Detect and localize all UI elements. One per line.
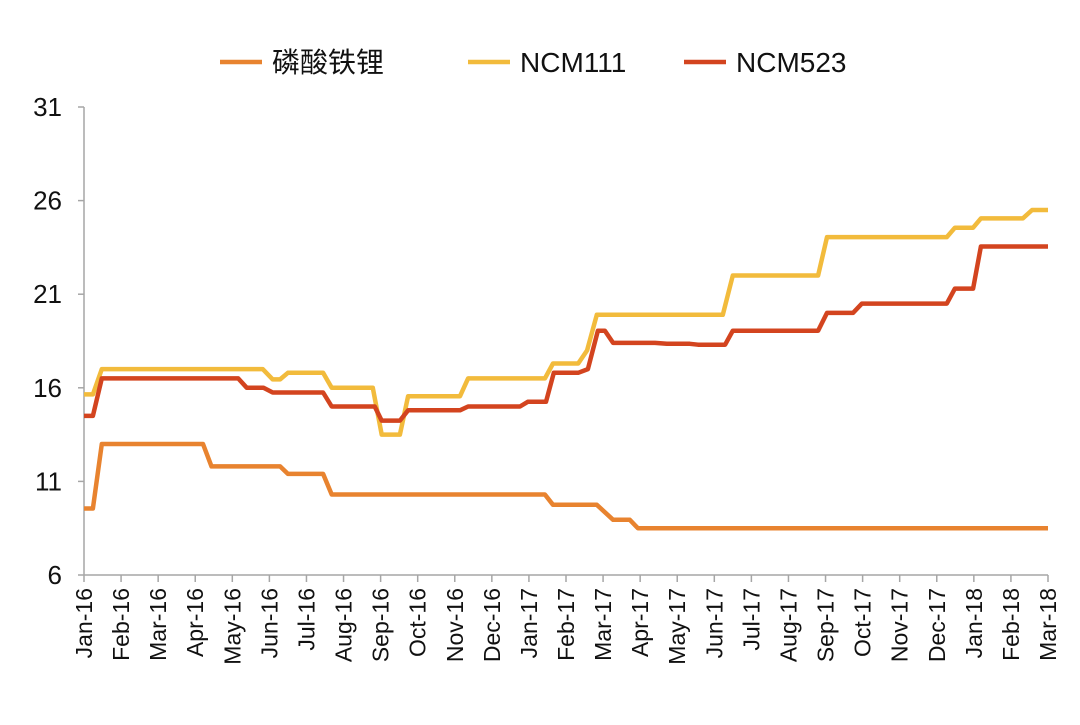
x-tick-label: Nov-16: [442, 588, 468, 662]
x-tick-label: Jan-16: [71, 588, 97, 658]
x-tick-label: Mar-18: [1035, 588, 1061, 661]
series-line-2: [84, 207, 1048, 437]
y-tick-label: 6: [48, 560, 62, 590]
series-line-1: [84, 441, 1048, 531]
x-tick-label: Sep-17: [813, 588, 839, 662]
x-tick-label: Aug-16: [331, 588, 357, 662]
x-tick-label: Sep-16: [368, 588, 394, 662]
legend-label: NCM523: [736, 47, 846, 78]
x-tick-label: Feb-16: [108, 588, 134, 661]
x-tick-label: Oct-17: [850, 588, 876, 657]
y-tick-label: 21: [33, 279, 62, 309]
legend-item: 磷酸铁锂: [220, 47, 384, 78]
y-tick-label: 16: [33, 373, 62, 403]
y-tick-label: 31: [33, 92, 62, 122]
legend-item: NCM111: [468, 47, 626, 78]
x-tick-label: Jul-16: [293, 588, 319, 651]
x-tick-label: Apr-16: [182, 588, 208, 657]
x-tick-label: Oct-16: [405, 588, 431, 657]
legend: 磷酸铁锂 NCM111 NCM523: [220, 47, 846, 78]
x-tick-label: Mar-16: [145, 588, 171, 661]
legend-item: NCM523: [684, 47, 846, 78]
legend-label: NCM111: [520, 47, 626, 78]
axes: 6 11 16 21 26 31 Jan-16 Feb-16 Mar-16 Apr-16 May-1…: [33, 92, 1061, 665]
x-tick-label: Nov-17: [887, 588, 913, 662]
x-tick-label: Jul-17: [738, 588, 764, 651]
x-tick-label: Aug-17: [775, 588, 801, 662]
series-line-3: [84, 244, 1048, 423]
x-tick-label: Dec-16: [479, 588, 505, 662]
x-tick-label: Dec-17: [924, 588, 950, 662]
series-lines: [84, 207, 1048, 531]
x-tick-label: Jan-17: [516, 588, 542, 658]
x-tick-label: Feb-17: [553, 588, 579, 661]
legend-label: 磷酸铁锂: [272, 47, 384, 78]
y-tick-label: 26: [33, 186, 62, 216]
x-tick-label: Feb-18: [998, 588, 1024, 661]
x-tick-label: Apr-17: [627, 588, 653, 657]
y-tick-label: 11: [35, 466, 62, 496]
x-tick-label: Jun-17: [701, 588, 727, 658]
x-tick-label: May-17: [664, 588, 690, 665]
x-tick-label: Jan-18: [961, 588, 987, 658]
x-tick-label: Mar-17: [590, 588, 616, 661]
x-tick-label: Jun-16: [256, 588, 282, 658]
x-tick-label: May-16: [219, 588, 245, 665]
